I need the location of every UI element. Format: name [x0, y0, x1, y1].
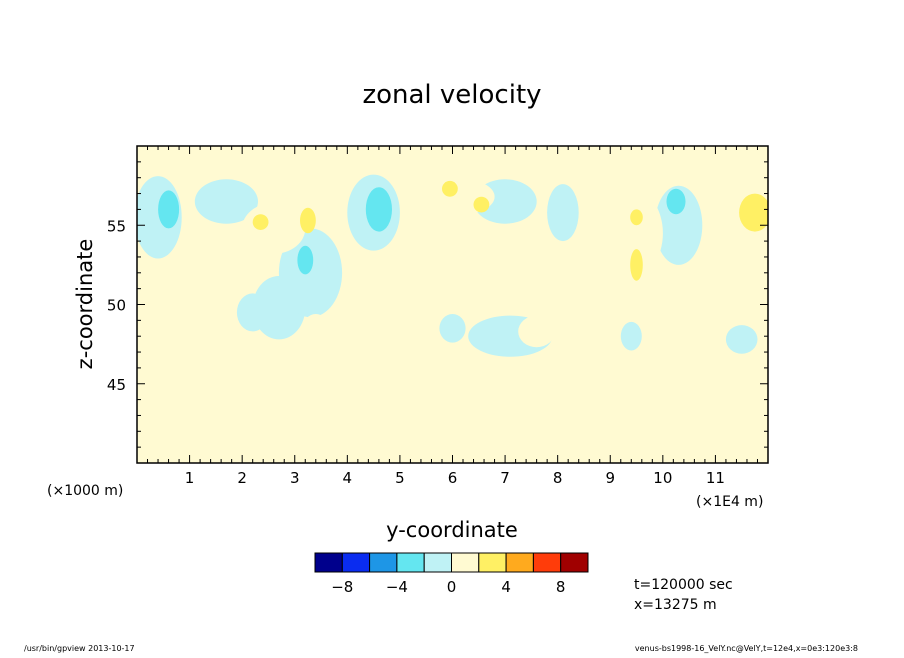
contour-region [518, 315, 555, 348]
colorbar-swatch [478, 552, 507, 573]
colorbar-swatch [396, 552, 425, 573]
contour-region [442, 180, 458, 197]
contour-region [242, 203, 306, 254]
contour-fill-layer [137, 174, 768, 357]
contour-region [739, 193, 768, 232]
x-unit-right: (×1E4 m) [696, 494, 763, 510]
colorbar-swatch [369, 552, 398, 573]
contour-region [365, 187, 392, 232]
contour-region [300, 207, 316, 234]
colorbar: −8 −4 0 4 8 [314, 552, 589, 596]
colorbar-swatch [341, 552, 371, 573]
contour-region [297, 245, 314, 275]
x-tick-label: 2 [237, 469, 247, 487]
contour-region [278, 228, 343, 318]
contour-region [252, 214, 269, 231]
x-tick-label: 10 [653, 469, 672, 487]
contour-region [666, 188, 686, 215]
contour-region [654, 185, 703, 265]
x-axis-label: y-coordinate [386, 518, 518, 542]
chart-title: zonal velocity [362, 80, 541, 110]
footer-left: /usr/bin/gpview 2013-10-17 [24, 644, 135, 653]
contour-region [439, 314, 466, 343]
colorbar-swatch [314, 552, 343, 573]
contour-region [725, 325, 758, 354]
contour-region [599, 188, 663, 278]
x-tick-label: 5 [395, 469, 405, 487]
colorbar-label: −4 [386, 578, 408, 596]
x-tick-label: 8 [553, 469, 563, 487]
contour-region [473, 196, 490, 213]
colorbar-swatch [560, 552, 589, 573]
y-tick-label: 55 [107, 217, 126, 235]
contour-region [352, 317, 385, 346]
colorbar-swatch [451, 552, 480, 573]
colorbar-label: 0 [447, 578, 457, 596]
contour-region [171, 290, 209, 335]
x-tick-label: 4 [343, 469, 353, 487]
contour-region [486, 236, 503, 262]
colorbar-label: 8 [556, 578, 566, 596]
contour-region [194, 179, 258, 224]
position-annotation: x=13275 m [634, 597, 717, 613]
contour-region [568, 261, 579, 275]
contour-region [630, 209, 643, 226]
contour-region [620, 321, 642, 351]
x-tick-label: 11 [706, 469, 725, 487]
contour-region [547, 184, 579, 242]
colorbar-label: 4 [501, 578, 511, 596]
x-tick-label: 3 [290, 469, 300, 487]
colorbar-label: −8 [331, 578, 353, 596]
x-tick-label: 1 [185, 469, 195, 487]
x-tick-label: 7 [500, 469, 510, 487]
y-tick-label: 50 [107, 297, 126, 315]
colorbar-swatch [423, 552, 453, 573]
x-tick-label: 9 [605, 469, 615, 487]
time-annotation: t=120000 sec [634, 577, 733, 593]
x-tick-label: 6 [448, 469, 458, 487]
colorbar-swatch [505, 552, 534, 573]
footer-right: venus-bs1998-16_VelY.nc@VelY,t=12e4,x=0e… [635, 644, 858, 653]
y-tick-label: 45 [107, 376, 126, 394]
contour-region [630, 249, 643, 281]
contour-region [302, 314, 329, 343]
colorbar-swatch [532, 552, 562, 573]
y-axis-label: z-coordinate [73, 239, 97, 370]
x-unit-left: (×1000 m) [47, 483, 123, 499]
contour-region [158, 190, 180, 229]
